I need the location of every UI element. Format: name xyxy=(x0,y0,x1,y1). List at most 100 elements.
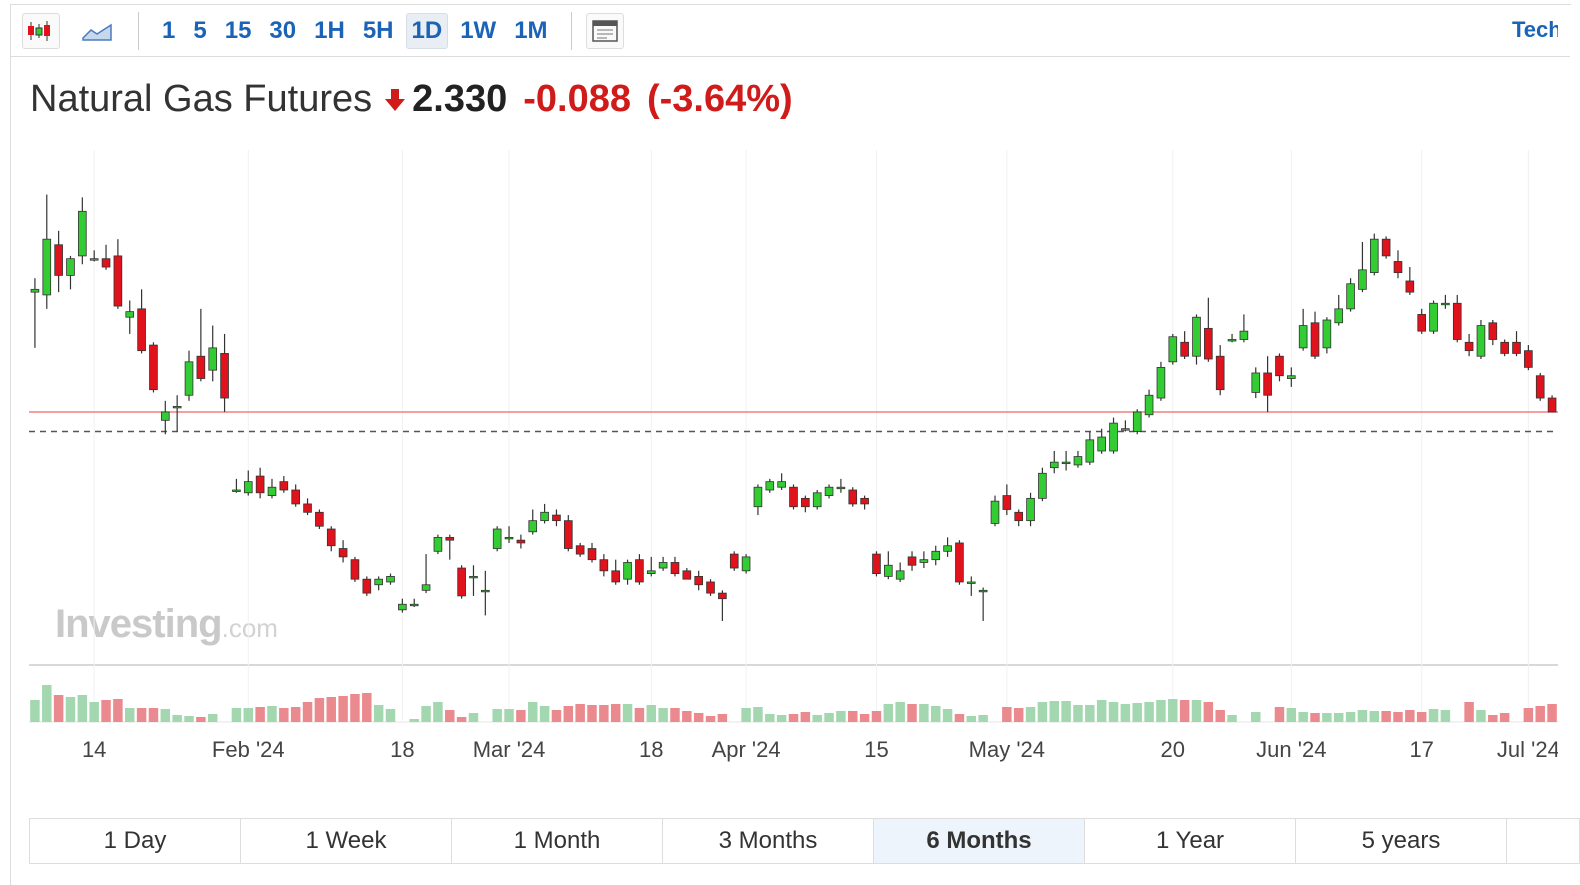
volume-bar xyxy=(1156,700,1166,722)
volume-bar xyxy=(148,708,159,722)
volume-bar xyxy=(492,709,502,722)
candle-body xyxy=(78,210,87,257)
range-button[interactable]: 1 Month xyxy=(452,819,663,863)
candle-body xyxy=(1002,495,1012,510)
candle-body xyxy=(895,570,905,580)
candle-body xyxy=(623,562,632,580)
range-button[interactable]: 3 Months xyxy=(663,819,874,863)
settings-button[interactable] xyxy=(585,13,624,49)
candle-body xyxy=(611,570,621,583)
volume-bar xyxy=(907,704,917,722)
volume-bar xyxy=(800,712,811,722)
candle-body xyxy=(1049,461,1059,469)
candle-body xyxy=(540,511,549,522)
interval-button[interactable]: 1H xyxy=(314,17,345,44)
volume-bar xyxy=(776,715,787,722)
volume-bar xyxy=(717,714,728,722)
area-type-button[interactable] xyxy=(78,13,116,49)
interval-button[interactable]: 30 xyxy=(269,17,297,44)
candle-body xyxy=(1251,372,1261,393)
volume-bar xyxy=(942,709,953,722)
technical-link[interactable]: Technical Chart xyxy=(1512,17,1558,42)
volume-bar xyxy=(966,716,977,722)
candle-body xyxy=(1358,269,1367,290)
candle-body xyxy=(362,578,372,594)
volume-bar xyxy=(658,708,668,722)
candle-body xyxy=(1275,355,1284,377)
range-button[interactable]: 1 Year xyxy=(1085,819,1296,863)
volume-bar xyxy=(563,706,574,722)
interval-button[interactable]: 1 xyxy=(162,17,176,44)
candle-body xyxy=(172,405,182,409)
volume-bar xyxy=(1096,700,1107,722)
candle-body xyxy=(1038,472,1047,499)
range-button[interactable]: 1 Week xyxy=(241,819,452,863)
candle-body xyxy=(1441,302,1450,306)
candle-body xyxy=(481,589,490,593)
candle-body xyxy=(1405,280,1415,293)
interval-button[interactable]: 1D xyxy=(405,13,449,49)
volume-bar xyxy=(1073,705,1083,722)
candle-body xyxy=(587,548,597,561)
volume-bar xyxy=(919,704,929,722)
range-button[interactable]: 6 Months xyxy=(874,819,1085,863)
volume-bar xyxy=(1049,701,1060,722)
volume-bar xyxy=(77,695,88,722)
candle-body xyxy=(1144,394,1154,416)
volume-bar xyxy=(172,715,182,722)
range-button[interactable]: 5 years xyxy=(1296,819,1507,863)
candle-body xyxy=(919,559,929,563)
volume-bar xyxy=(1132,703,1142,722)
volume-bar xyxy=(1227,715,1237,722)
candle-body xyxy=(1168,336,1178,363)
candle-body xyxy=(1287,375,1296,379)
range-button[interactable]: 1 Day xyxy=(30,819,241,863)
x-tick-label: 20 xyxy=(1161,737,1185,762)
candle-body xyxy=(1500,341,1509,354)
volume-bar xyxy=(468,713,479,722)
volume-bar xyxy=(1037,702,1048,722)
volume-bar xyxy=(1476,710,1486,722)
volume-bar xyxy=(445,710,455,722)
interval-group: 1 5 15 30 1H 5H 1D 1W 1M xyxy=(153,13,557,49)
volume-bar xyxy=(1499,713,1510,722)
candle-body xyxy=(706,581,715,594)
candle-body xyxy=(469,575,478,579)
interval-button[interactable]: 1W xyxy=(460,17,497,44)
candle-body xyxy=(1346,283,1355,310)
volume-bar xyxy=(1061,701,1071,722)
volume-bar xyxy=(1144,702,1154,722)
volume-bar xyxy=(267,706,277,722)
candle-icon xyxy=(28,21,50,41)
volume-bar xyxy=(883,704,894,722)
interval-button[interactable]: 1M xyxy=(514,17,548,44)
volume-bar xyxy=(160,709,171,722)
candle-body xyxy=(125,311,135,318)
candle-body xyxy=(1121,428,1130,431)
candle-body xyxy=(1369,238,1379,274)
volume-bar xyxy=(362,693,372,722)
candle-body xyxy=(30,288,40,293)
candle-body xyxy=(955,542,964,583)
candle-body xyxy=(1535,375,1545,399)
x-tick-label: Feb '24 xyxy=(212,737,285,762)
volume-bar xyxy=(788,714,799,722)
candle-body xyxy=(1132,411,1142,432)
volume-bar xyxy=(1345,712,1356,722)
candle-body xyxy=(1298,325,1308,349)
candle-body xyxy=(374,578,383,586)
volume-bar xyxy=(1203,702,1214,722)
volume-bar xyxy=(1416,712,1427,722)
interval-button[interactable]: 15 xyxy=(224,17,252,44)
candle-body xyxy=(504,536,514,540)
volume-bar xyxy=(1085,705,1095,722)
candle-body xyxy=(1227,339,1237,342)
candle-type-button[interactable] xyxy=(22,13,60,49)
volume-bar xyxy=(646,705,657,722)
candle-body xyxy=(66,258,75,276)
candle-body xyxy=(777,481,786,488)
interval-button[interactable]: 5H xyxy=(362,17,394,44)
interval-button[interactable]: 5 xyxy=(193,17,207,44)
candle-body xyxy=(243,481,253,494)
